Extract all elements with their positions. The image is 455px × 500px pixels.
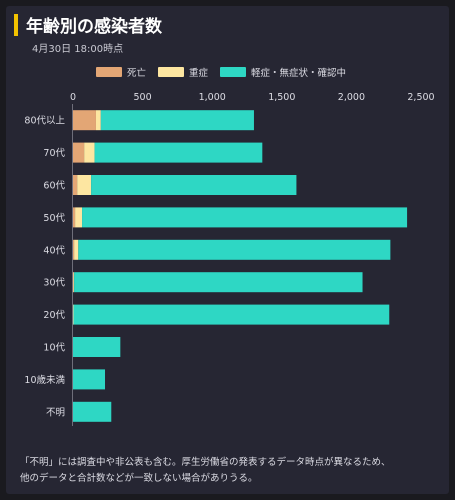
bar-segment-death [73,110,96,131]
bar-segment-severe [95,110,101,131]
legend-item-death: 死亡 [96,65,146,79]
y-category-label: 10代 [43,343,65,354]
bar-segment-death [73,239,75,260]
bar-segment-mild [94,142,263,163]
y-category-label: 30代 [43,278,65,289]
legend-swatch-death [96,67,122,77]
y-category-label: 60代 [43,181,65,192]
legend-label-mild: 軽症・無症状・確認中 [251,68,347,79]
y-category-label: 80代以上 [24,116,65,127]
bar-segment-mild [82,207,408,228]
bar-segment-mild [100,110,254,131]
bar-segment-severe [77,175,92,195]
x-tick-label: 0 [70,92,76,103]
legend-label-severe: 重症 [189,68,209,79]
legend-label-death: 死亡 [127,68,147,79]
x-tick-label: 500 [134,92,152,103]
bar-segment-mild [78,239,391,260]
x-tick-label: 2,000 [338,92,365,103]
bar-segment-mild [73,304,390,325]
x-tick-label: 2,500 [407,92,434,103]
y-category-label: 70代 [43,148,65,159]
bar-segment-mild [73,401,112,422]
footnote-line-2: 他のデータと合計数などが一致しない場合がありうる。 [20,473,258,484]
legend-item-mild: 軽症・無症状・確認中 [220,65,346,79]
y-category-label: 10歳未満 [24,374,65,386]
bar-segment-mild [74,272,363,293]
legend-item-severe: 重症 [158,65,208,79]
chart-subtitle: 4月30日 18:00時点 [32,44,124,55]
bar-segment-severe [73,304,74,325]
bar-segment-severe [74,239,79,260]
x-tick-label: 1,500 [268,92,295,103]
bar-segment-severe [75,207,83,228]
y-category-label: 50代 [43,213,65,224]
bar-segment-mild [73,337,121,357]
y-category-label: 20代 [43,310,65,321]
bar-segment-death [73,175,78,195]
legend-swatch-mild [220,67,247,77]
legend-swatch-severe [158,67,185,77]
y-category-label: 不明 [46,407,65,418]
bar-segment-severe [73,272,75,293]
title-accent-bar [14,14,18,36]
footnote: 「不明」には調査中や非公表も含む。厚生労働省の発表するデータ時点が異なるため、 … [20,455,440,487]
footnote-line-1: 「不明」には調査中や非公表も含む。厚生労働省の発表するデータ時点が異なるため、 [20,457,391,468]
bar-segment-severe [84,142,95,163]
x-tick-label: 1,000 [199,92,226,103]
bar-segment-death [73,142,85,163]
chart-title: 年齢別の感染者数 [26,17,162,37]
y-category-label: 40代 [43,245,65,256]
legend: 死亡 重症 軽症・無症状・確認中 [96,65,346,79]
bar-segment-mild [91,175,297,195]
bar-segment-mild [73,369,106,390]
bar-segment-death [73,207,76,228]
